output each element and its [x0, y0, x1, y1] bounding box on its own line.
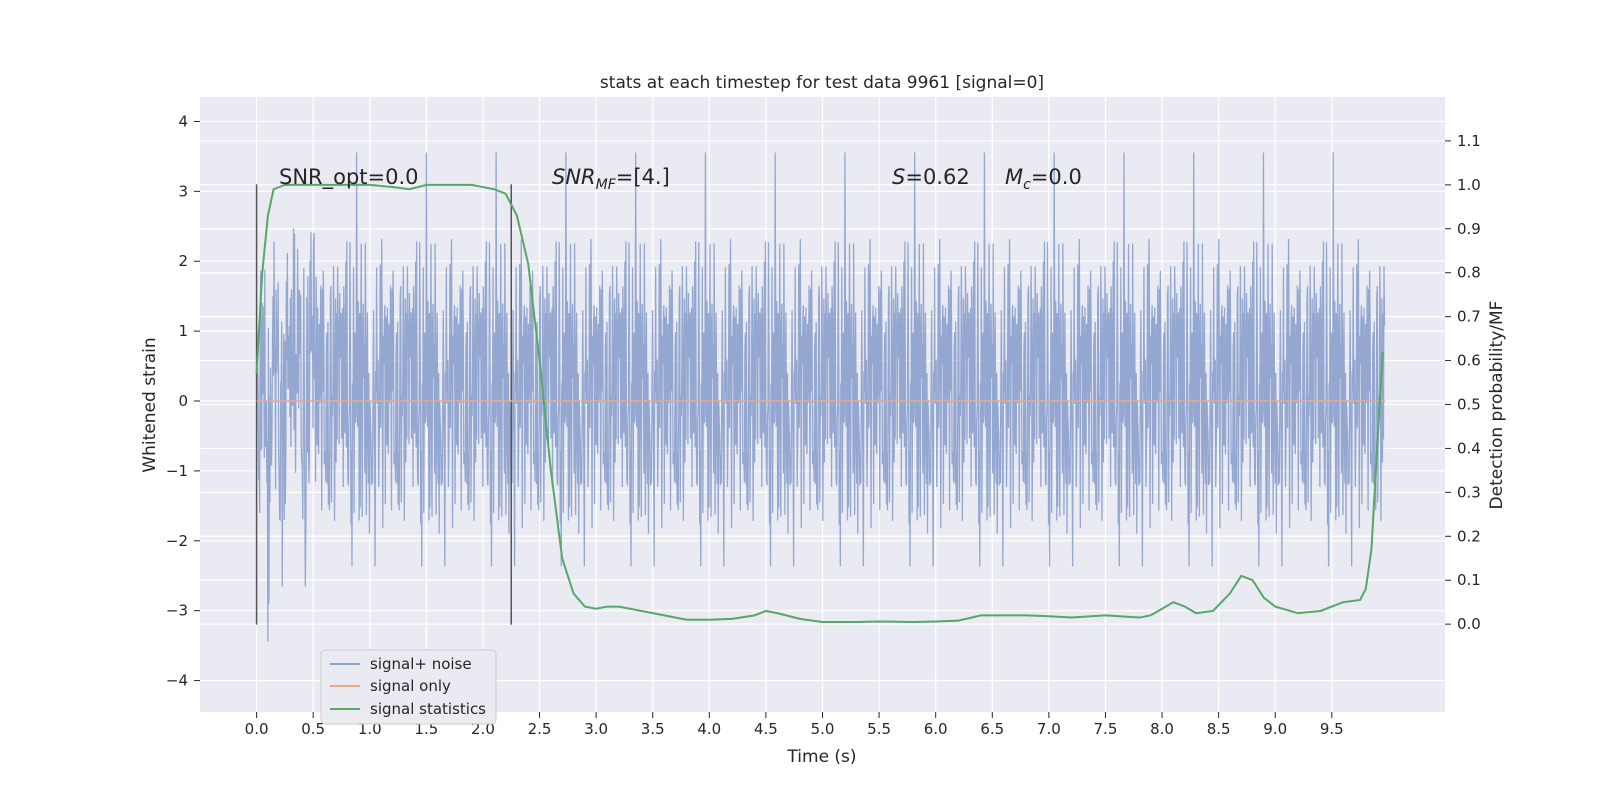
annotation-snr-mf-subscript: MF	[596, 177, 617, 193]
x-tick-label: 7.5	[1094, 720, 1118, 738]
y-right-tick-label: 0.6	[1457, 352, 1481, 370]
y-right-axis-label: Detection probability/MF	[1487, 301, 1507, 510]
annotation-s-name: S	[892, 165, 905, 189]
y-left-tick-label: 3	[178, 182, 188, 200]
y-left-tick-label: 0	[178, 392, 188, 410]
x-axis-ticks: 0.0 0.5 1.0 1.5 2.0 2.5 3.0 3.5 4.0 4.5 5.0 5.5 6.0 6…	[245, 712, 1344, 738]
annotation-snr-mf-name: SNR	[552, 165, 596, 189]
annotation-snr-mf-value: =[4.]	[616, 165, 670, 189]
x-tick-label: 2.5	[528, 720, 552, 738]
vertical-markers	[255, 184, 512, 625]
x-tick-label: 4.5	[754, 720, 778, 738]
annotation-mc-value: =0.0	[1031, 165, 1082, 189]
y-left-tick-label: 2	[178, 252, 188, 270]
x-tick-label: 6.0	[924, 720, 948, 738]
y-right-tick-label: 0.7	[1457, 308, 1481, 326]
x-tick-label: 3.0	[584, 720, 608, 738]
series-signal-noise	[255, 152, 1386, 642]
x-tick-label: 8.0	[1150, 720, 1174, 738]
x-tick-label: 0.5	[301, 720, 325, 738]
y-right-tick-label: 1.1	[1457, 132, 1481, 150]
series-signal-statistics-line	[255, 183, 1384, 623]
y-left-tick-label: −1	[166, 462, 188, 480]
y-right-tick-label: 0.2	[1457, 527, 1481, 545]
legend-label-signal-noise: signal+ noise	[370, 655, 472, 673]
y-right-tick-label: 0.5	[1457, 396, 1481, 414]
y-right-tick-label: 0.0	[1457, 615, 1481, 633]
y-left-tick-label: −2	[166, 532, 188, 550]
y-right-tick-label: 0.1	[1457, 571, 1481, 589]
series-signal-noise-line	[255, 152, 1386, 642]
annotation-s: S=0.62	[892, 165, 970, 189]
x-tick-label: 3.5	[641, 720, 665, 738]
y-left-axis-label: Whitened strain	[140, 337, 160, 472]
legend-box	[320, 649, 497, 725]
y-left-tick-label: −3	[166, 602, 188, 620]
legend: signal+ noise signal only signal statist…	[320, 649, 497, 725]
legend-label-signal-only: signal only	[370, 677, 451, 695]
y-right-tick-label: 0.4	[1457, 439, 1481, 457]
x-tick-label: 9.5	[1320, 720, 1344, 738]
y-right-tick-label: 0.8	[1457, 264, 1481, 282]
x-tick-label: 6.5	[980, 720, 1004, 738]
annotation-mc: Mc=0.0	[1005, 165, 1082, 193]
chart-title: stats at each timestep for test data 996…	[600, 73, 1044, 93]
x-tick-label: 5.0	[811, 720, 835, 738]
x-tick-label: 8.5	[1207, 720, 1231, 738]
annotation-mc-subscript: c	[1023, 177, 1031, 193]
y-right-tick-label: 0.3	[1457, 483, 1481, 501]
x-tick-label: 7.0	[1037, 720, 1061, 738]
x-axis-label: Time (s)	[786, 747, 856, 767]
y-right-tick-label: 0.9	[1457, 220, 1481, 238]
x-tick-label: 4.0	[697, 720, 721, 738]
annotation-snr-mf: SNRMF=[4.]	[552, 165, 670, 193]
x-tick-label: 0.0	[245, 720, 269, 738]
x-tick-label: 5.5	[867, 720, 891, 738]
y-left-axis-ticks: 4 3 2 1 0 −1 −2 −3 −4	[166, 112, 200, 690]
annotation-mc-name: M	[1005, 165, 1023, 189]
x-tick-label: 9.0	[1263, 720, 1287, 738]
y-right-tick-label: 1.0	[1457, 176, 1481, 194]
y-left-tick-label: −4	[166, 672, 188, 690]
y-left-tick-label: 4	[178, 112, 188, 130]
y-left-tick-label: 1	[178, 322, 188, 340]
annotation-s-value: =0.62	[905, 165, 969, 189]
annotation-snr-opt: SNR_opt=0.0	[279, 165, 419, 190]
legend-label-signal-statistics: signal statistics	[370, 700, 486, 718]
y-right-axis-ticks: 1.1 1.0 0.9 0.8 0.7 0.6 0.5 0.4 0.3 0.2 0.1 0.0	[1445, 132, 1481, 633]
